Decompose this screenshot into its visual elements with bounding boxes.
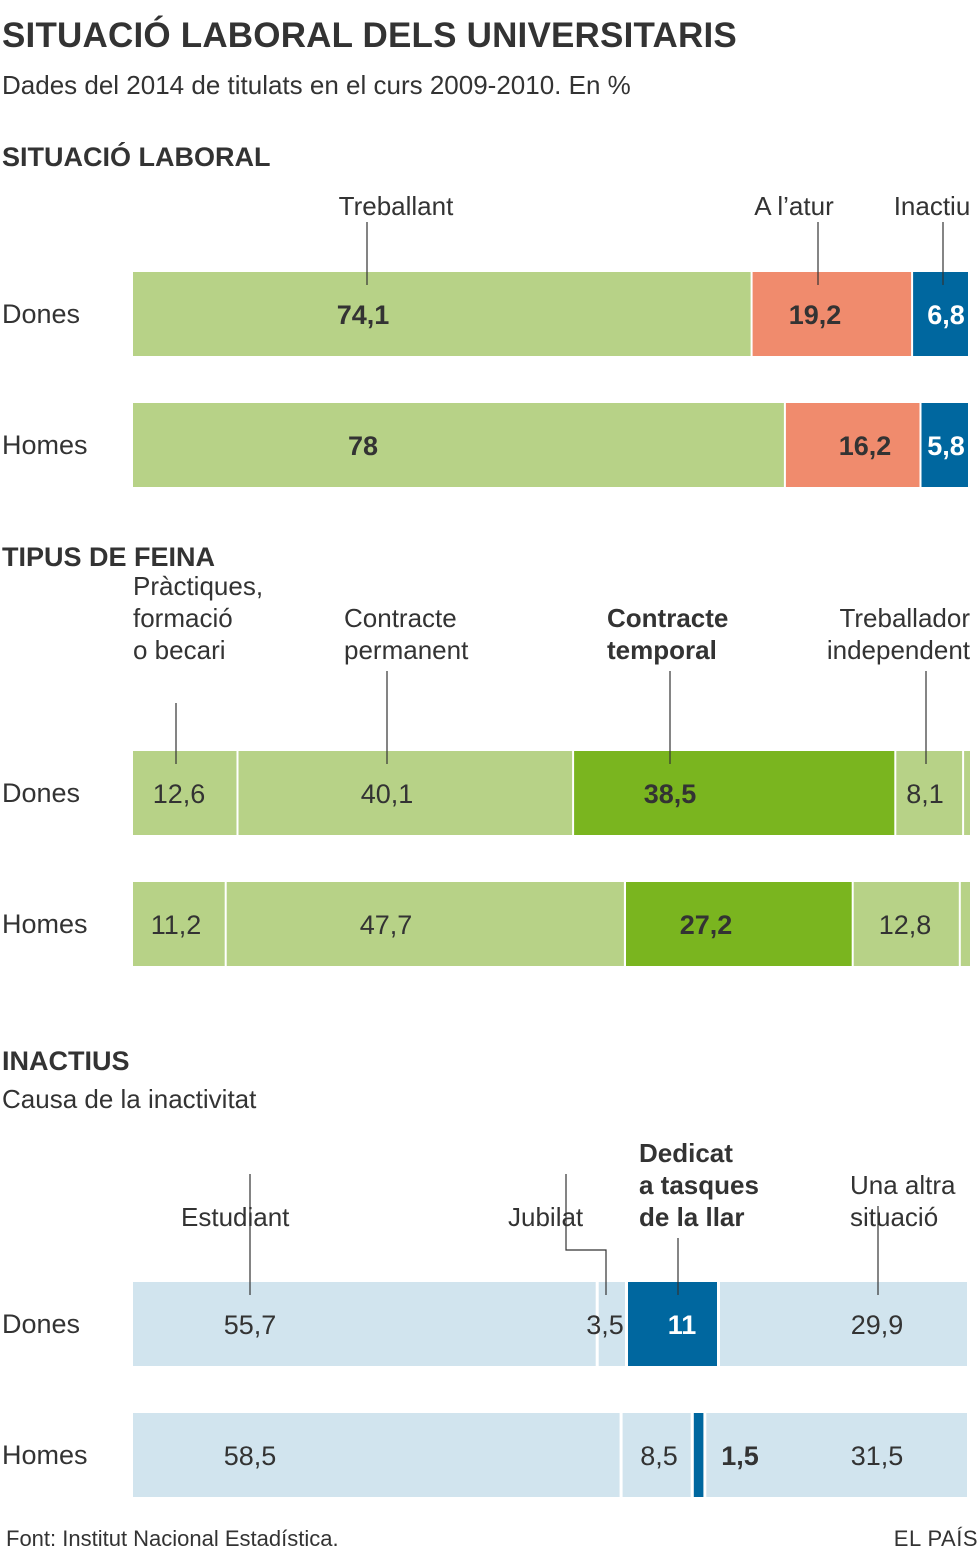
chart-2-bar-2-seg-4 — [853, 882, 959, 966]
chart-3-legend-3-line-3: de la llar — [639, 1202, 745, 1232]
chart-2-legend-1-line-2: formació — [133, 603, 233, 633]
chart-3-bar-2-seg-4 — [706, 1413, 967, 1497]
chart-2-row-2-label: Homes — [2, 909, 88, 939]
chart-2-bar-2-value-1: 11,2 — [151, 910, 202, 940]
chart-3-title: INACTIUS — [2, 1046, 130, 1076]
chart-2-title: TIPUS DE FEINA — [2, 542, 215, 572]
chart-2-legend-1-line-1: Pràctiques, — [133, 571, 263, 601]
chart-1-legend-1-line-1: Treballant — [339, 191, 454, 221]
chart-3-bar-2-seg-1 — [133, 1413, 620, 1497]
chart-3-subtitle: Causa de la inactivitat — [2, 1084, 257, 1114]
chart-2-legend-4-line-2: independent — [827, 635, 971, 665]
chart-3-bar-1-seg-2 — [598, 1282, 625, 1366]
chart-1-bar-2-value-3: 5,8 — [927, 431, 965, 461]
chart-1-bar-1-seg-2 — [752, 272, 912, 356]
page-subtitle: Dades del 2014 de titulats en el curs 20… — [2, 70, 631, 100]
chart-2-bar-2-remainder — [960, 882, 970, 966]
chart-2-bar-1-remainder — [964, 751, 970, 835]
chart-2-bar-2-value-4: 12,8 — [879, 910, 932, 940]
chart-3-bar-1-seg-1 — [133, 1282, 596, 1366]
brand-logo: EL PAÍS — [893, 1526, 978, 1551]
chart-2-bar-1-value-2: 40,1 — [361, 779, 414, 809]
chart-3-bar-2-value-4: 31,5 — [851, 1441, 904, 1471]
chart-2-bar-2-seg-3 — [626, 882, 852, 966]
chart-3-legend-4-line-2: situació — [850, 1202, 938, 1232]
chart-3-bar-2-seg-2 — [622, 1413, 691, 1497]
chart-1-legend-3-line-1: Inactiu — [894, 191, 971, 221]
chart-1-bar-1-seg-1 — [133, 272, 751, 356]
chart-3-bar-1-value-1: 55,7 — [224, 1310, 277, 1340]
chart-2-bar-2-value-2: 47,7 — [360, 910, 413, 940]
chart-2-bar-2-seg-2 — [226, 882, 624, 966]
chart-3-bar-2-value-3: 1,5 — [721, 1441, 759, 1471]
chart-3-bar-1-seg-4 — [720, 1282, 967, 1366]
chart-2-bar-1-seg-1 — [133, 751, 237, 835]
chart-3-legend-3-line-1: Dedicat — [639, 1138, 733, 1168]
chart-1-row-2-label: Homes — [2, 430, 88, 460]
chart-2-bar-1-value-1: 12,6 — [153, 779, 206, 809]
chart-1-bar-1-value-1: 74,1 — [337, 300, 390, 330]
chart-2-bar-1-seg-3 — [574, 751, 895, 835]
chart-2-bar-1-value-4: 8,1 — [906, 779, 944, 809]
chart-1-bar-2-seg-1 — [133, 403, 784, 487]
chart-2-row-1-label: Dones — [2, 778, 80, 808]
chart-2-legend-4-line-1: Treballador — [839, 603, 970, 633]
chart-1-legend-1: Treballant — [339, 191, 454, 221]
chart-2-legend-1: Pràctiques, formació o becari — [133, 571, 263, 665]
chart-2-legend-4: Treballador independent — [827, 603, 971, 665]
chart-1-bar-2-seg-2 — [785, 403, 920, 487]
chart-3-row-2-label: Homes — [2, 1440, 88, 1470]
chart-1-legend-2-line-1: A l’atur — [754, 191, 834, 221]
chart-3-bar-1-value-2: 3,5 — [586, 1310, 624, 1340]
chart-1-row-1-label: Dones — [2, 299, 80, 329]
source-note: Font: Institut Nacional Estadística. — [6, 1526, 339, 1551]
chart-2-legend-3-line-2: temporal — [607, 635, 717, 665]
chart-3-bar-1-seg-3 — [628, 1282, 717, 1366]
chart-1-bar-2-value-1: 78 — [348, 431, 378, 461]
chart-2-bar-2-seg-1 — [133, 882, 225, 966]
chart-1-bar-2-seg-3 — [921, 403, 968, 487]
chart-3-legend-1: Estudiant — [181, 1202, 290, 1232]
chart-3-legend-3: Dedicat a tasques de la llar — [639, 1138, 759, 1232]
chart-2-legend-3: Contracte temporal — [607, 603, 728, 665]
chart-2-bar-1-value-3: 38,5 — [644, 779, 697, 809]
chart-3-bar-2-seg-3 — [693, 1413, 704, 1497]
chart-3-bar-2-value-1: 58,5 — [224, 1441, 277, 1471]
chart-3-bar-1-value-4: 29,9 — [851, 1310, 904, 1340]
chart-2-legend-2: Contracte permanent — [344, 603, 469, 665]
chart-3-legend-1-line-1: Estudiant — [181, 1202, 290, 1232]
chart-3-bar-2-value-2: 8,5 — [640, 1441, 678, 1471]
chart-2-bar-1-seg-4 — [896, 751, 963, 835]
chart-3-legend-2: Jubilat — [508, 1202, 584, 1232]
chart-3-legend-4-line-1: Una altra — [850, 1170, 956, 1200]
chart-1-bar-1-seg-3 — [913, 272, 968, 356]
chart-3-legend-2-line-1: Jubilat — [508, 1202, 584, 1232]
chart-1-legend-2: A l’atur — [754, 191, 834, 221]
chart-1-bar-2-value-2: 16,2 — [839, 431, 892, 461]
chart-2-legend-1-line-3: o becari — [133, 635, 226, 665]
chart-3-leader-2 — [565, 1174, 607, 1295]
chart-2-legend-3-line-1: Contracte — [607, 603, 728, 633]
chart-3-legend-4: Una altra situació — [850, 1170, 956, 1232]
chart-2-bar-1-seg-2 — [238, 751, 573, 835]
chart-1-bar-1-value-3: 6,8 — [927, 300, 965, 330]
chart-1-title: SITUACIÓ LABORAL — [2, 141, 270, 172]
chart-3-legend-3-line-2: a tasques — [639, 1170, 759, 1200]
chart-3-row-1-label: Dones — [2, 1309, 80, 1339]
chart-3-bar-1-value-3: 11 — [668, 1310, 697, 1340]
chart-1-bar-1-value-2: 19,2 — [789, 300, 842, 330]
chart-2-bar-2-value-3: 27,2 — [680, 910, 733, 940]
chart-1-legend-3: Inactiu — [894, 191, 971, 221]
page-title: SITUACIÓ LABORAL DELS UNIVERSITARIS — [2, 16, 737, 55]
chart-2-legend-2-line-2: permanent — [344, 635, 469, 665]
chart-2-legend-2-line-1: Contracte — [344, 603, 457, 633]
